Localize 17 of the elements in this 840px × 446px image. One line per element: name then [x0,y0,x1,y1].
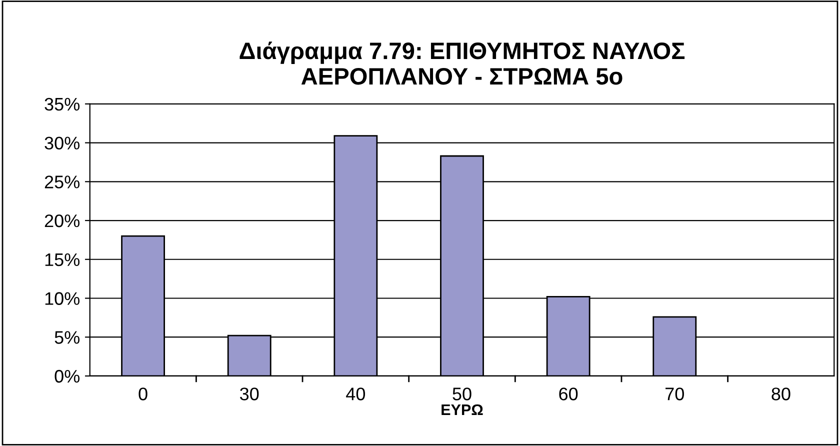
x-tick-label: 40 [346,388,366,400]
x-tick-label: 0 [138,388,148,400]
y-tick-label: 15% [45,253,80,266]
x-tick-label: 70 [666,388,684,400]
y-tick-label: 30% [44,136,80,150]
x-axis-title: ΕΥΡΩ [442,404,483,415]
y-tick-label: 20% [44,214,80,228]
chart-title: Διάγραμμα 7.79: ΕΠΙΘΥΜΗΤΟΣ ΝΑΥΛΟΣ ΑΕΡΟΠΛΑΝΟΥ - ΣΤΡΩΜΑ 5ο [240,42,685,85]
y-tick-label: 25% [44,176,80,188]
x-tick-label: 80 [772,388,790,400]
y-tick-label: 5% [54,331,80,344]
y-tick-label: 35% [44,98,80,111]
x-tick-label: 60 [559,388,578,400]
y-tick-label: 0% [54,370,80,383]
x-tick-label: 30 [240,388,259,400]
y-tick-label: 10% [45,292,80,305]
x-tick-label: 50 [452,388,472,400]
